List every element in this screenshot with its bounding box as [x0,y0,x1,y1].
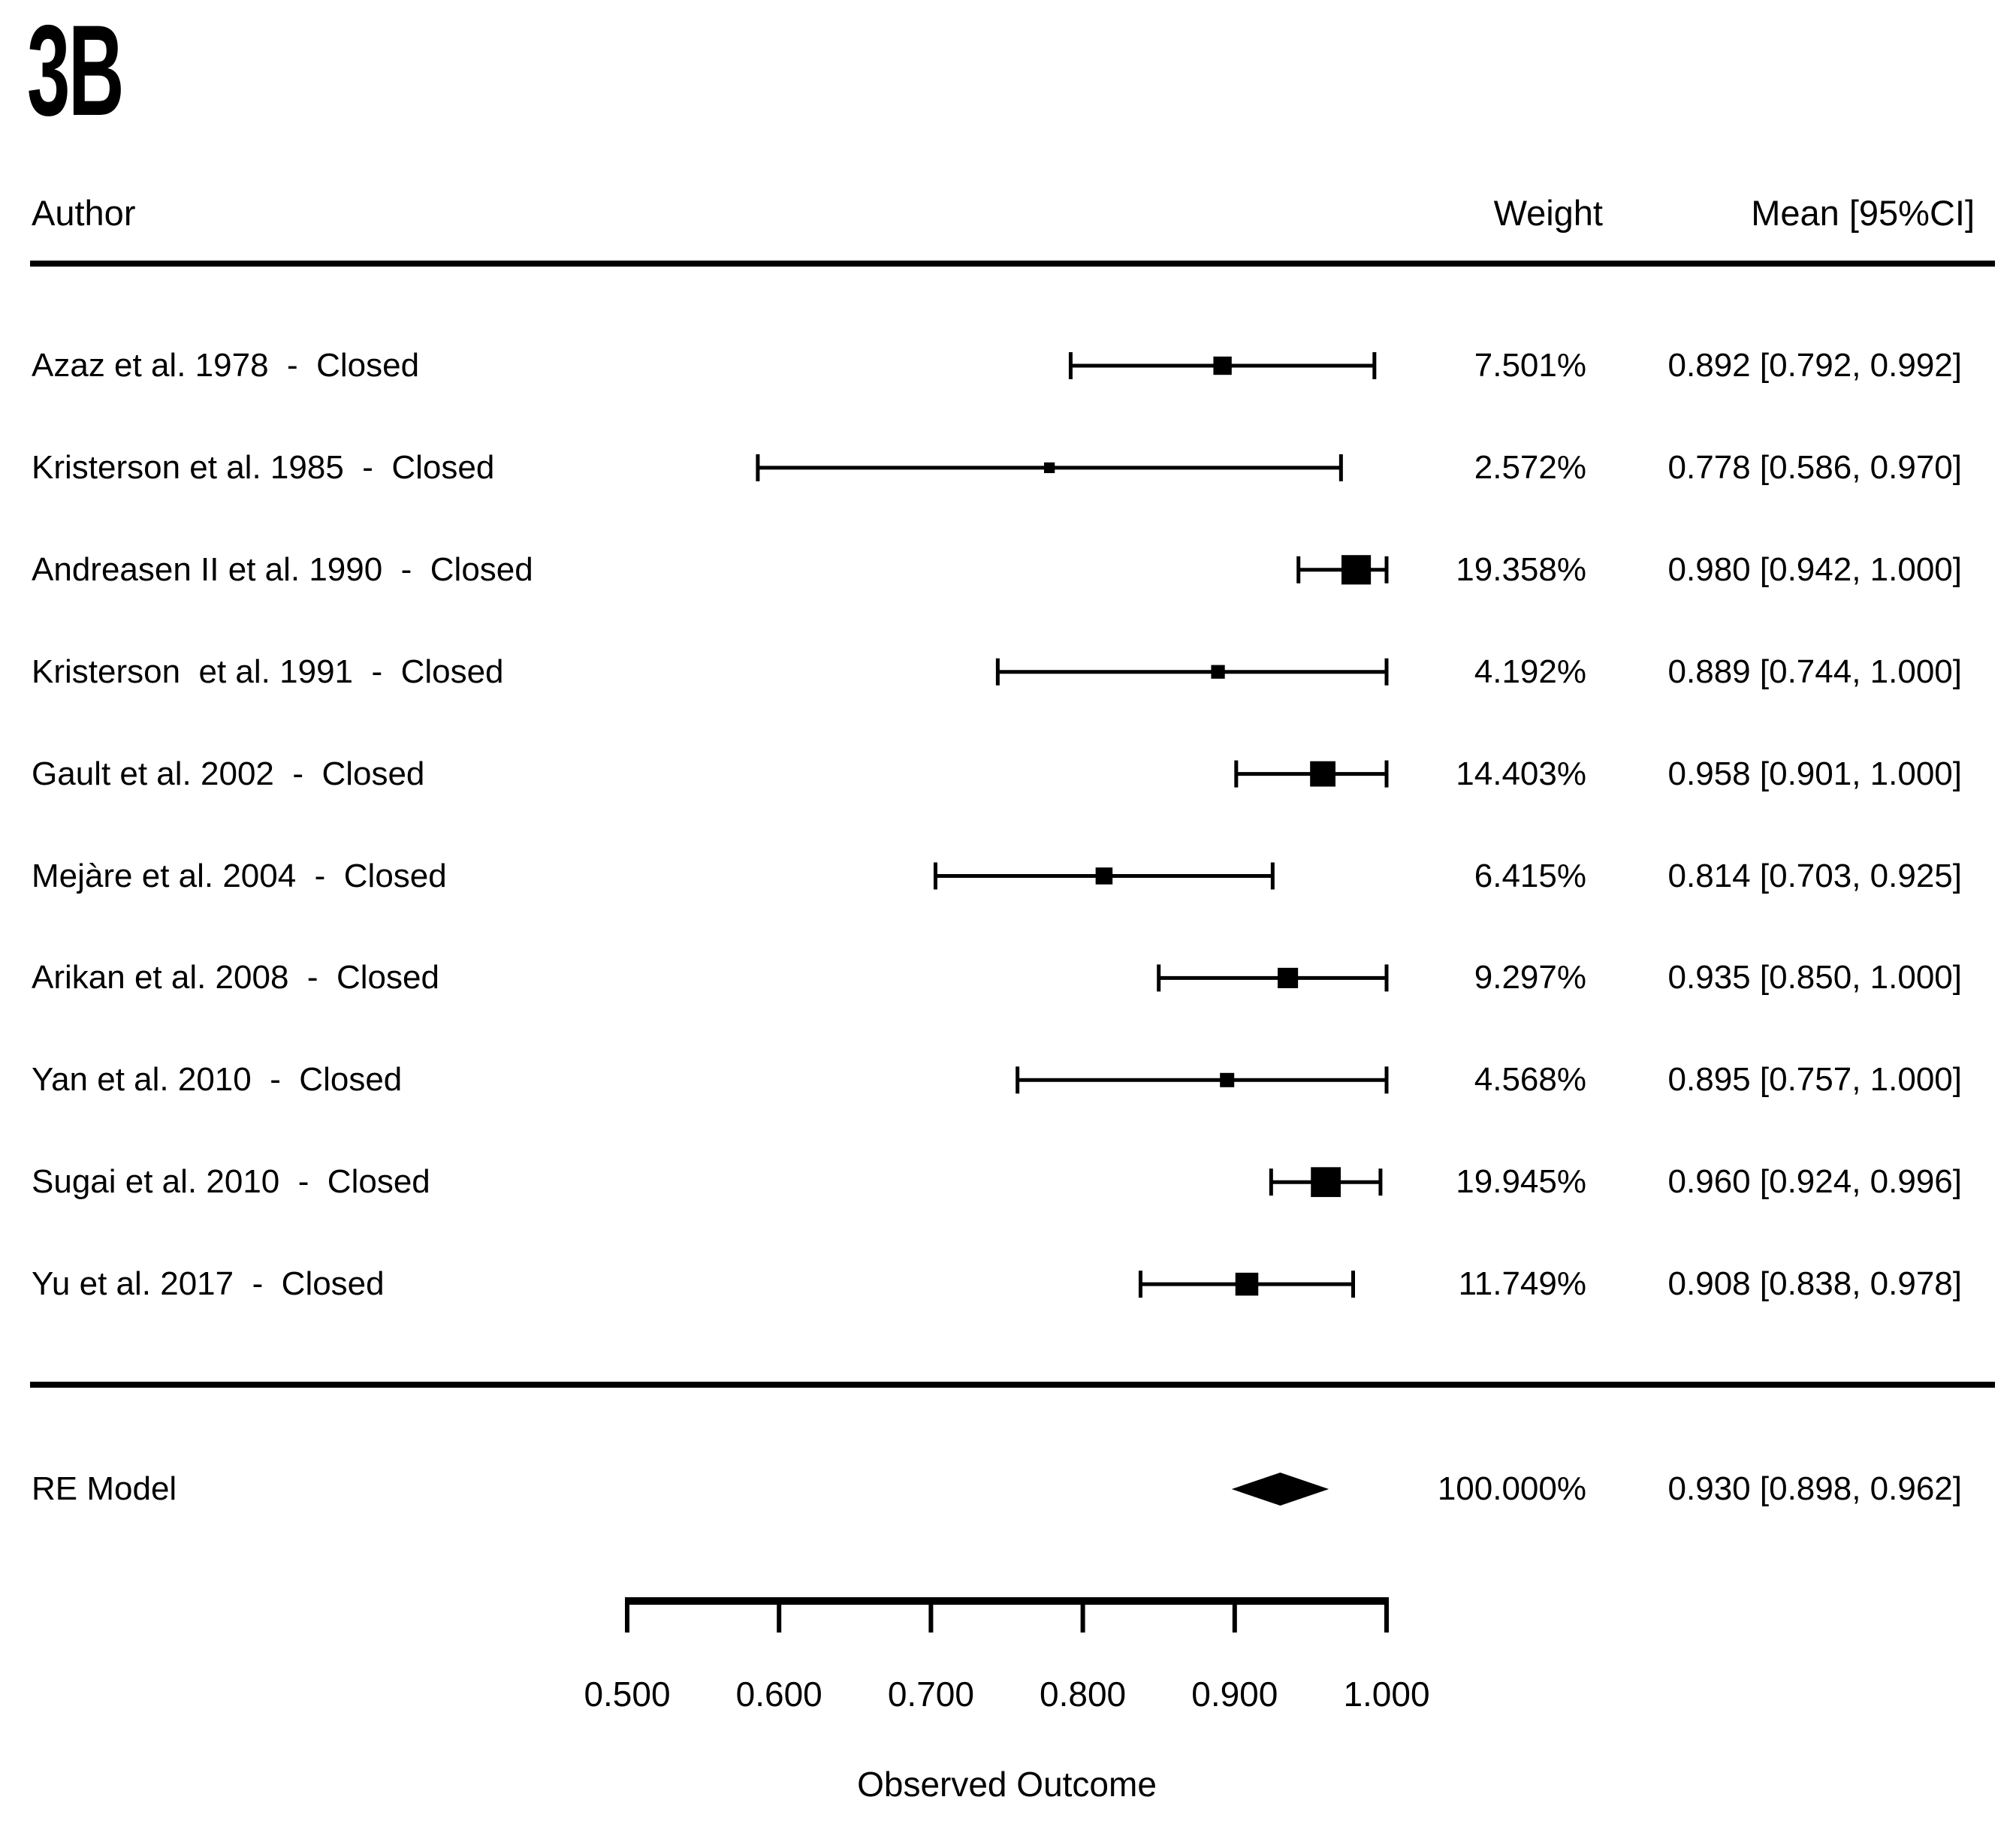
study-weight-value: 4.192% [1474,653,1586,690]
study-mean-ci-value: 0.958 [0.901, 1.000] [1667,755,1962,792]
x-axis-tick-label: 0.900 [1191,1675,1278,1714]
study-author-label: Kristerson et al. 1985 - Closed [32,449,495,486]
study-mean-ci-value: 0.960 [0.924, 0.996] [1667,1163,1962,1200]
study-author-label: Kristerson et al. 1991 - Closed [32,653,504,690]
study-weight-value: 19.358% [1456,551,1586,588]
study-author-label: Sugai et al. 2010 - Closed [32,1163,430,1200]
point-estimate-square [1235,1272,1259,1296]
study-author-label: Andreasen II et al. 1990 - Closed [32,551,533,588]
point-estimate-square [1095,867,1113,885]
point-estimate-square [1278,967,1299,988]
panel-label: 3B [27,0,125,143]
x-axis-tick-label: 0.600 [735,1675,822,1714]
point-estimate-square [1341,555,1372,585]
study-mean-ci-value: 0.814 [0.703, 0.925] [1667,858,1962,894]
x-axis-title: Observed Outcome [857,1765,1157,1804]
point-estimate-square [1310,761,1335,787]
summary-weight-value: 100.000% [1437,1470,1586,1507]
point-estimate-square [1311,1167,1341,1198]
study-mean-ci-value: 0.778 [0.586, 0.970] [1667,449,1962,486]
study-author-label: Arikan et al. 2008 - Closed [32,959,439,996]
summary-mean-ci-value: 0.930 [0.898, 0.962] [1667,1470,1962,1507]
study-mean-ci-value: 0.889 [0.744, 1.000] [1667,653,1962,690]
study-mean-ci-value: 0.908 [0.838, 0.978] [1667,1265,1962,1302]
x-axis-tick-label: 0.700 [887,1675,974,1714]
study-author-label: Yan et al. 2010 - Closed [32,1061,403,1098]
point-estimate-square [1213,356,1232,375]
study-weight-value: 14.403% [1456,755,1586,792]
x-axis-tick-label: 1.000 [1343,1675,1430,1714]
study-mean-ci-value: 0.895 [0.757, 1.000] [1667,1061,1962,1098]
point-estimate-square [1220,1072,1235,1087]
summary-label: RE Model [32,1470,177,1507]
point-estimate-square [1043,462,1055,474]
column-header-mean-ci: Mean [95%CI] [1751,193,1975,233]
study-mean-ci-value: 0.980 [0.942, 1.000] [1667,551,1962,588]
summary-rule [30,1382,1995,1388]
x-axis-tick-label: 0.800 [1040,1675,1127,1714]
column-header-weight: Weight [1493,193,1603,233]
study-weight-value: 2.572% [1474,449,1586,486]
study-mean-ci-value: 0.935 [0.850, 1.000] [1667,959,1962,996]
study-weight-value: 11.749% [1458,1265,1586,1302]
study-weight-value: 9.297% [1474,959,1586,996]
study-author-label: Azaz et al. 1978 - Closed [32,347,420,384]
summary-diamond [1231,1473,1329,1506]
point-estimate-square [1211,665,1225,679]
header-rule [30,261,1995,267]
study-author-label: Yu et al. 2017 - Closed [32,1265,385,1302]
study-author-label: Mejàre et al. 2004 - Closed [32,858,447,894]
study-author-label: Gault et al. 2002 - Closed [32,755,425,792]
study-weight-value: 7.501% [1474,347,1586,384]
study-weight-value: 19.945% [1456,1163,1586,1200]
x-axis-tick-label: 0.500 [584,1675,671,1714]
study-mean-ci-value: 0.892 [0.792, 0.992] [1667,347,1962,384]
study-weight-value: 4.568% [1474,1061,1586,1098]
study-weight-value: 6.415% [1474,858,1586,894]
column-header-author: Author [32,193,136,233]
